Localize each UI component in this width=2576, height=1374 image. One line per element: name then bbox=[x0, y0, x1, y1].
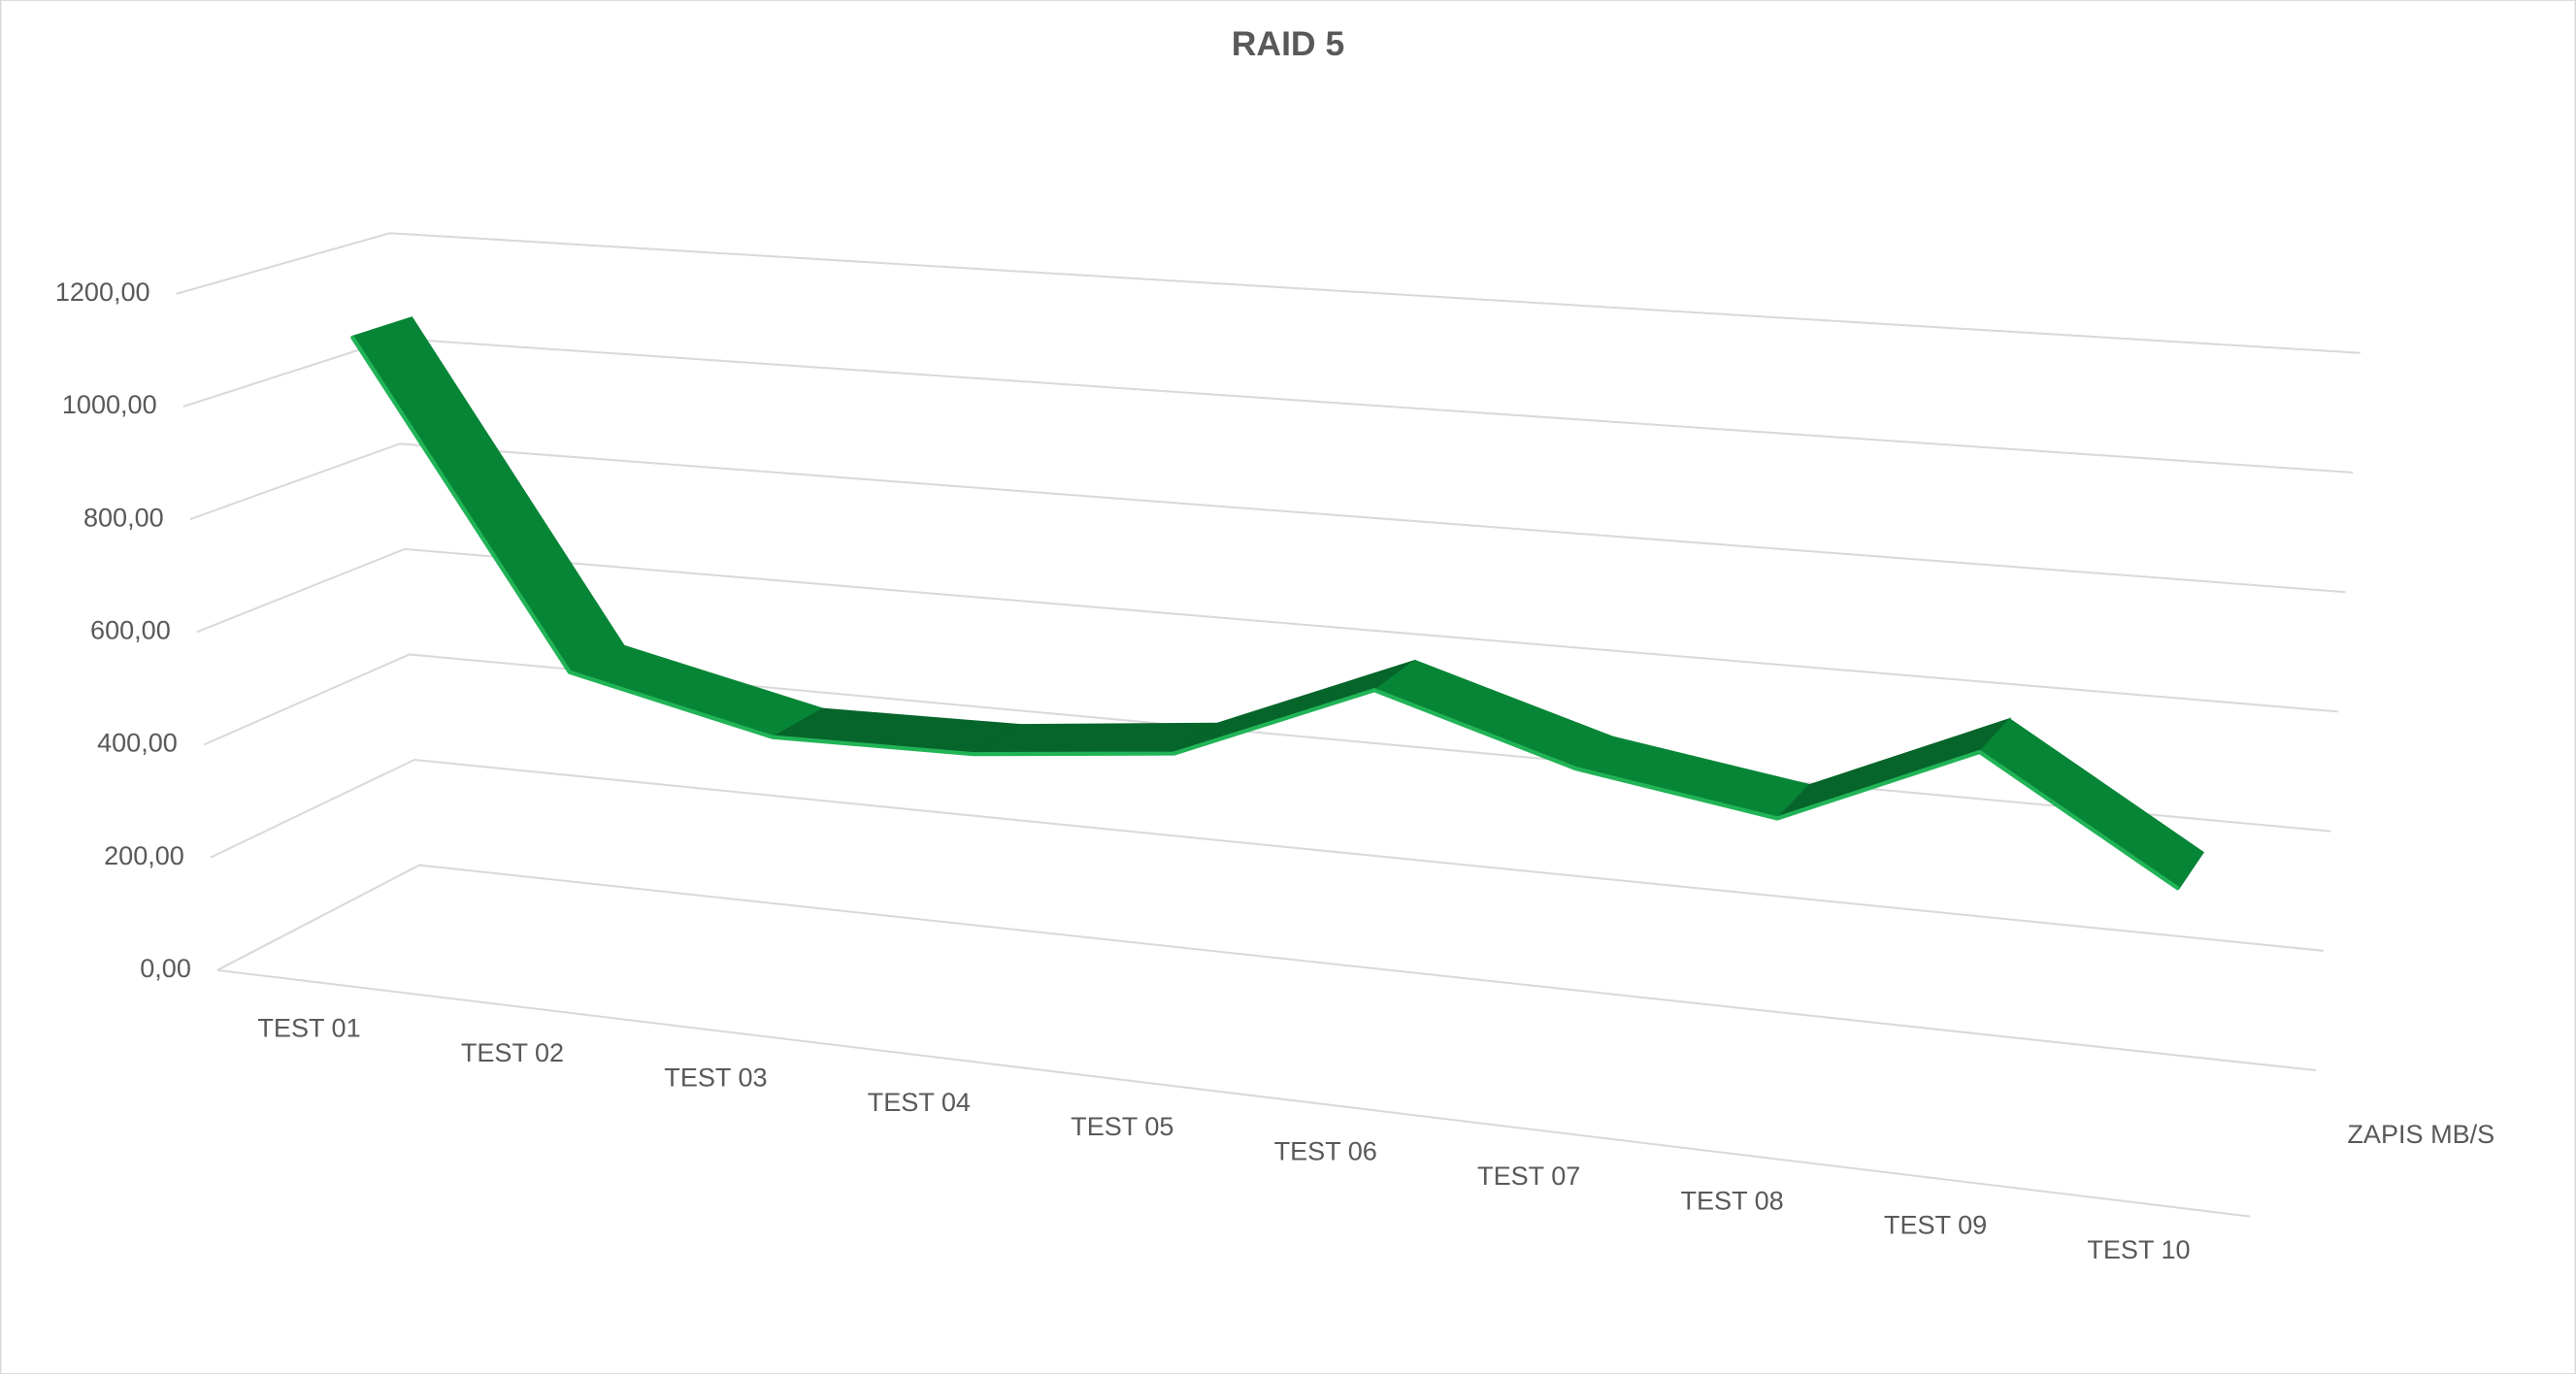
y-tick-label: 400,00 bbox=[97, 729, 178, 758]
x-tick-label: TEST 03 bbox=[664, 1063, 767, 1092]
y-tick-label: 800,00 bbox=[83, 503, 164, 532]
y-tick-label: 0,00 bbox=[140, 954, 191, 983]
y-tick-label: 1000,00 bbox=[62, 390, 157, 419]
y-tick-label: 600,00 bbox=[90, 615, 171, 644]
chart-title: RAID 5 bbox=[1232, 24, 1344, 63]
x-tick-label: TEST 01 bbox=[257, 1014, 360, 1043]
grid-line bbox=[216, 864, 2317, 1072]
x-tick-label: TEST 08 bbox=[1681, 1186, 1784, 1215]
grid-line bbox=[210, 758, 2324, 952]
x-tick-label: TEST 06 bbox=[1274, 1137, 1377, 1166]
line-front-edge bbox=[349, 335, 2180, 891]
x-tick-label: TEST 07 bbox=[1477, 1161, 1580, 1191]
grid-line bbox=[189, 442, 2346, 594]
series-label: ZAPIS MB/S bbox=[2347, 1120, 2494, 1149]
x-tick-label: TEST 05 bbox=[1071, 1112, 1173, 1141]
x-axis-line bbox=[216, 968, 2251, 1218]
y-tick-label: 1200,00 bbox=[55, 278, 150, 307]
x-tick-label: TEST 02 bbox=[461, 1038, 564, 1067]
x-tick-label: TEST 04 bbox=[868, 1088, 971, 1117]
grid-line bbox=[196, 547, 2338, 713]
grid-line bbox=[176, 232, 2361, 354]
x-tick-label: TEST 10 bbox=[2087, 1235, 2190, 1264]
x-tick-label: TEST 09 bbox=[1884, 1211, 1987, 1240]
y-tick-label: 200,00 bbox=[104, 841, 184, 870]
plot-area: 0,00 200,00 400,00 600,00 800,00 1000,00 1200,… bbox=[55, 232, 2494, 1264]
